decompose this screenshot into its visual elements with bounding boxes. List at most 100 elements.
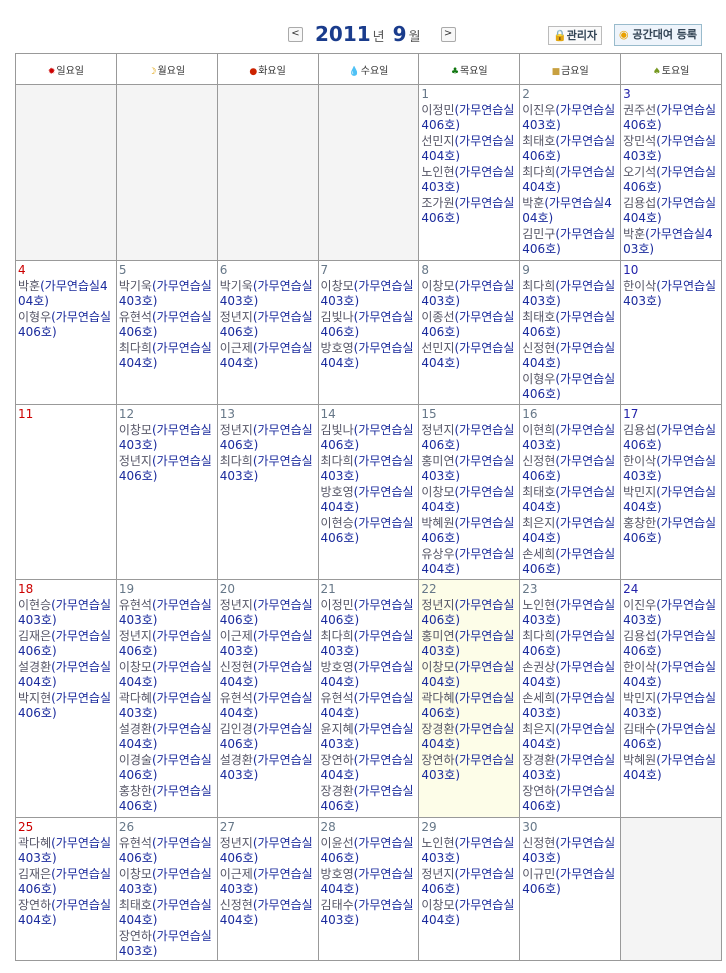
reservation-entry[interactable]: 이종선(가무연습실 406호) (421, 310, 517, 341)
reservation-entry[interactable]: 이형우(가무연습실 406호) (522, 372, 618, 403)
reservation-entry[interactable]: 방호영(가무연습실 404호) (321, 485, 417, 516)
reservation-entry[interactable]: 박기욱(가무연습실 403호) (119, 279, 215, 310)
reservation-entry[interactable]: 이정민(가무연습실 406호) (321, 598, 417, 629)
reservation-entry[interactable]: 최다희(가무연습실 403호) (220, 454, 316, 485)
reservation-entry[interactable]: 신정현(가무연습실 403호) (522, 836, 618, 867)
reservation-entry[interactable]: 곽다혜(가무연습실 403호) (18, 836, 114, 867)
reservation-entry[interactable]: 이경술(가무연습실 406호) (119, 753, 215, 784)
day-number[interactable]: 22 (421, 582, 437, 596)
day-number[interactable]: 27 (219, 820, 235, 834)
reservation-entry[interactable]: 선민지(가무연습실 404호) (421, 341, 517, 372)
day-cell[interactable]: 19 유현석(가무연습실 403호) 정년지(가무연습실 406호) 이창모(가무연습… (115, 579, 218, 818)
reservation-entry[interactable]: 김민구(가무연습실 406호) (522, 227, 618, 258)
day-cell[interactable]: 14 김빛나(가무연습실 406호) 최다희(가무연습실 403호) 방호영(가무연습… (317, 404, 420, 580)
reservation-entry[interactable]: 선민지(가무연습실 404호) (421, 134, 517, 165)
reservation-entry[interactable]: 최다희(가무연습실 404호) (522, 165, 618, 196)
reservation-entry[interactable]: 박지현(가무연습실 406호) (18, 691, 114, 722)
day-cell[interactable]: 3 권주선(가무연습실 406호) 장민석(가무연습실 403호) 오기석(가무연습실… (620, 84, 722, 261)
day-number[interactable]: 28 (320, 820, 336, 834)
reservation-entry[interactable]: 정년지(가무연습실 406호) (220, 836, 316, 867)
reservation-entry[interactable]: 이창모(가무연습실 403호) (321, 279, 417, 310)
reservation-entry[interactable]: 최다희(가무연습실 404호) (119, 341, 215, 372)
day-cell[interactable]: 26 유현석(가무연습실 406호) 이창모(가무연습실 403호) 최태호(가무연습… (115, 817, 218, 961)
reservation-entry[interactable]: 정년지(가무연습실 406호) (220, 310, 316, 341)
reservation-entry[interactable]: 김태수(가무연습실 406호) (623, 722, 719, 753)
reservation-entry[interactable]: 박민지(가무연습실 404호) (623, 485, 719, 516)
reservation-entry[interactable]: 손세희(가무연습실 406호) (522, 547, 618, 578)
day-number[interactable]: 19 (118, 582, 135, 596)
day-number[interactable]: 8 (421, 263, 430, 277)
reservation-entry[interactable]: 최다희(가무연습실 403호) (522, 279, 618, 310)
reservation-entry[interactable]: 설경환(가무연습실 404호) (119, 722, 215, 753)
reservation-entry[interactable]: 유현석(가무연습실 404호) (220, 691, 316, 722)
day-cell[interactable]: 7 이창모(가무연습실 403호) 김빛나(가무연습실 406호) 방호영(가무연습실… (317, 260, 420, 405)
reservation-entry[interactable]: 한이삭(가무연습실 403호) (623, 454, 719, 485)
day-cell[interactable]: 1 이정민(가무연습실 406호) 선민지(가무연습실 404호) 노인현(가무연습실… (418, 84, 521, 261)
reservation-entry[interactable]: 장경환(가무연습실 403호) (522, 753, 618, 784)
reservation-entry[interactable]: 이창모(가무연습실 404호) (421, 660, 517, 691)
reservation-entry[interactable]: 최태호(가무연습실 406호) (522, 310, 618, 341)
reservation-entry[interactable]: 설경환(가무연습실 403호) (220, 753, 316, 784)
reservation-entry[interactable]: 정년지(가무연습실 406호) (421, 598, 517, 629)
reservation-entry[interactable]: 이규민(가무연습실 406호) (522, 867, 618, 898)
day-number[interactable]: 15 (421, 407, 437, 421)
day-cell[interactable]: 6 박기욱(가무연습실 403호) 정년지(가무연습실 406호) 이근제(가무연습실… (216, 260, 319, 405)
day-number[interactable]: 3 (623, 87, 631, 101)
day-number[interactable]: 1 (421, 87, 430, 101)
prev-month-button[interactable]: < (288, 26, 303, 42)
reservation-entry[interactable]: 노인현(가무연습실 403호) (522, 598, 618, 629)
reservation-entry[interactable]: 김태수(가무연습실 403호) (321, 898, 417, 929)
reservation-entry[interactable]: 장연하(가무연습실 403호) (421, 753, 517, 784)
day-number[interactable]: 26 (118, 820, 135, 834)
reservation-entry[interactable]: 최다희(가무연습실 403호) (321, 454, 417, 485)
reservation-entry[interactable]: 이형우(가무연습실 406호) (18, 310, 114, 341)
reservation-entry[interactable]: 이진우(가무연습실 403호) (623, 598, 719, 629)
reservation-entry[interactable]: 신정현(가무연습실 406호) (522, 454, 618, 485)
reservation-entry[interactable]: 설경환(가무연습실 404호) (18, 660, 114, 691)
day-cell[interactable]: 30 신정현(가무연습실 403호) 이규민(가무연습실 406호) (519, 817, 622, 961)
reservation-entry[interactable]: 방호영(가무연습실 404호) (321, 660, 417, 691)
reservation-entry[interactable]: 박훈(가무연습실404호) (18, 279, 114, 310)
day-cell[interactable]: 15 정년지(가무연습실 406호) 홍미연(가무연습실 403호) 이창모(가무연습… (418, 404, 521, 580)
reservation-entry[interactable]: 김용섭(가무연습실 404호) (623, 196, 719, 227)
day-number[interactable]: 20 (219, 582, 235, 596)
reservation-entry[interactable]: 이창모(가무연습실 404호) (119, 660, 215, 691)
reservation-entry[interactable]: 김용섭(가무연습실 406호) (623, 629, 719, 660)
reservation-entry[interactable]: 최은지(가무연습실 404호) (522, 722, 618, 753)
day-number[interactable]: 12 (118, 407, 135, 421)
day-cell[interactable]: 25 곽다혜(가무연습실 403호) 김재은(가무연습실 406호) 장연하(가무연습… (15, 817, 117, 961)
reservation-entry[interactable]: 홍미연(가무연습실 403호) (421, 454, 517, 485)
reservation-entry[interactable]: 장경환(가무연습실 404호) (421, 722, 517, 753)
reservation-entry[interactable]: 이진우(가무연습실 403호) (522, 103, 618, 134)
day-number[interactable]: 25 (18, 820, 34, 834)
day-cell[interactable]: 23 노인현(가무연습실 403호) 최다희(가무연습실 406호) 손권상(가무연습… (519, 579, 622, 818)
reservation-entry[interactable]: 최다희(가무연습실 406호) (522, 629, 618, 660)
day-cell[interactable]: 2 이진우(가무연습실 403호) 최태호(가무연습실 406호) 최다희(가무연습실… (519, 84, 622, 261)
day-number[interactable]: 9 (522, 263, 530, 277)
day-number[interactable]: 21 (320, 582, 336, 596)
day-number[interactable]: 17 (623, 407, 639, 421)
reservation-entry[interactable]: 이창모(가무연습실 404호) (421, 485, 517, 516)
reservation-entry[interactable]: 이현승(가무연습실 406호) (321, 516, 417, 547)
reservation-entry[interactable]: 이근제(가무연습실 404호) (220, 341, 316, 372)
reservation-entry[interactable]: 김재은(가무연습실 406호) (18, 867, 114, 898)
day-number[interactable]: 6 (219, 263, 228, 277)
reservation-entry[interactable]: 유상우(가무연습실 404호) (421, 547, 517, 578)
reservation-entry[interactable]: 이창모(가무연습실 403호) (119, 423, 215, 454)
reservation-entry[interactable]: 김용섭(가무연습실 406호) (623, 423, 719, 454)
reservation-entry[interactable]: 방호영(가무연습실 404호) (321, 341, 417, 372)
reservation-entry[interactable]: 홍창한(가무연습실 406호) (623, 516, 719, 547)
reservation-entry[interactable]: 최태호(가무연습실 406호) (522, 134, 618, 165)
day-cell[interactable]: 8 이창모(가무연습실 403호) 이종선(가무연습실 406호) 선민지(가무연습실… (418, 260, 521, 405)
reservation-entry[interactable]: 유현석(가무연습실 406호) (119, 310, 215, 341)
day-number[interactable]: 30 (522, 820, 538, 834)
reservation-entry[interactable]: 박기욱(가무연습실 403호) (220, 279, 316, 310)
day-cell[interactable]: 16 이현희(가무연습실 403호) 신정현(가무연습실 406호) 최태호(가무연습… (519, 404, 622, 580)
reservation-entry[interactable]: 유현석(가무연습실 406호) (119, 836, 215, 867)
day-cell[interactable]: 22 정년지(가무연습실 406호) 홍미연(가무연습실 403호) 이창모(가무연습… (418, 579, 521, 818)
reservation-entry[interactable]: 홍미연(가무연습실 403호) (421, 629, 517, 660)
day-cell[interactable]: 27 정년지(가무연습실 406호) 이근제(가무연습실 403호) 신정현(가무연습… (216, 817, 319, 961)
day-number[interactable]: 16 (522, 407, 538, 421)
reservation-entry[interactable]: 장경환(가무연습실 406호) (321, 784, 417, 815)
day-number[interactable]: 2 (522, 87, 530, 101)
